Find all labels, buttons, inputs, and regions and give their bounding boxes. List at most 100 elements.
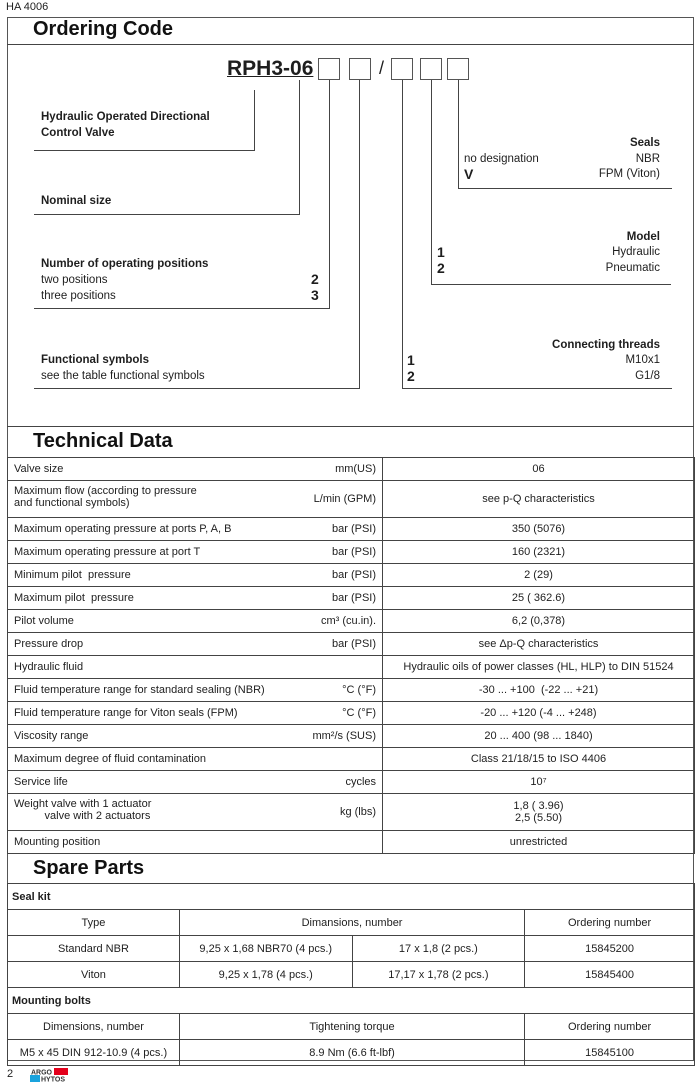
spec-label-cell: bar (PSI) Maximum operating pressure at p… [7,517,383,541]
spec-unit: L/min (GPM) [313,493,376,505]
spec-label: Fluid temperature range for Viton seals … [14,707,238,719]
cell: 17 x 1,8 (2 pcs.) [351,935,526,962]
spec-unit: cm³ (cu.in). [321,615,376,627]
option-code: no designation [464,153,539,165]
spec-label: Maximum pilot pressure [14,592,134,604]
code-box-operating-positions [318,58,340,80]
functional-symbols-note: see the table functional symbols [41,370,205,382]
seal-kit-heading: Seal kit [7,883,695,910]
valve-type-label: Control Valve [41,127,115,139]
connector-line [458,188,672,189]
spec-label: Maximum operating pressure at port T [14,546,201,558]
spec-unit: bar (PSI) [331,638,376,650]
option-label: NBR [635,153,660,165]
cell: M5 x 45 DIN 912-10.9 (4 pcs.) [7,1039,180,1066]
option-code: 2 [437,260,445,276]
spec-label: Fluid temperature range for standard sea… [14,684,265,696]
svg-text:HYTOS: HYTOS [41,1077,65,1083]
connector-line [254,90,255,150]
table-row: Standard NBR 9,25 x 1,68 NBR70 (4 pcs.) … [7,935,695,962]
model-label: Model [626,231,660,243]
table-row: kg (lbs) Weight valve with 1 actuator val… [7,793,695,831]
technical-data-table: mm(US) Valve size 06 L/min (GPM) Maximum flo… [7,457,695,854]
spec-value: -30 ... +100 (-22 ... +21) [382,678,695,702]
table-row: Maximum degree of fluid contamination Cla… [7,747,695,771]
option-label: FPM (Viton) [598,168,660,180]
spare-parts-title: Spare Parts [33,857,145,879]
option-code: 1 [437,244,445,260]
spec-label-cell: Hydraulic fluid [7,655,383,679]
option-label: Pneumatic [605,262,660,274]
spec-label: Minimum pilot pressure [14,569,131,581]
table-row: Hydraulic fluid Hydraulic oils of power c… [7,655,695,679]
table-row: bar (PSI) Minimum pilot pressure 2 (29) [7,563,695,587]
column-header: Type [7,909,180,936]
spec-unit: °C (°F) [342,707,376,719]
option-label: three positions [41,290,116,302]
column-header: Dimensions, number [7,1013,180,1040]
valve-type-label: Hydraulic Operated Directional [41,111,210,123]
spec-unit: cycles [345,776,376,788]
code-box-model [420,58,442,80]
option-code: 1 [407,352,415,368]
spec-unit: bar (PSI) [331,523,376,535]
connector-line [34,308,330,309]
spec-value: 10⁷ [382,770,695,794]
connector-line [299,80,300,214]
operating-positions-label: Number of operating positions [41,258,209,270]
seal-kit-table: Seal kit Type Dimansions, number Orderin… [7,883,695,1066]
option-label: two positions [41,274,108,286]
code-separator: / [379,58,385,78]
table-row: cycles Service life 10⁷ [7,770,695,794]
code-box-threads [391,58,413,80]
option-label: Hydraulic [612,246,660,258]
table-row: bar (PSI) Maximum pilot pressure 25 ( 362.… [7,586,695,610]
spec-label: Mounting position [14,836,101,848]
connector-line [34,214,300,215]
cell: 15845200 [524,935,695,962]
spec-value: 25 ( 362.6) [382,586,695,610]
spec-label-cell: bar (PSI) Pressure drop [7,632,383,656]
cell: 9,25 x 1,78 (4 pcs.) [178,961,353,988]
spec-unit: bar (PSI) [331,569,376,581]
ordering-code-title: Ordering Code [33,18,174,40]
connector-line [359,80,360,389]
connector-line [34,388,360,389]
table-row: Mounting position unrestricted [7,830,695,854]
cell: 17,17 x 1,78 (2 pcs.) [351,961,526,988]
spec-label: Maximum flow (according to pressure and … [14,485,197,509]
connector-line [458,80,459,188]
spec-label: Weight valve with 1 actuator valve with … [14,798,152,822]
spec-label-cell: mm²/s (SUS) Viscosity range [7,724,383,748]
spec-label-cell: cm³ (cu.in). Pilot volume [7,609,383,633]
spec-label-cell: L/min (GPM) Maximum flow (according to pr… [7,480,383,518]
column-header: Dimansions, number [178,909,526,936]
connector-line [431,80,432,284]
spec-unit: mm²/s (SUS) [312,730,376,742]
spec-label-cell: °C (°F) Fluid temperature range for stand… [7,678,383,702]
table-row: M5 x 45 DIN 912-10.9 (4 pcs.) 8.9 Nm (6.… [7,1039,695,1066]
table-row: cm³ (cu.in). Pilot volume 6,2 (0,378) [7,609,695,633]
table-row: bar (PSI) Pressure drop see Δp-Q character… [7,632,695,656]
spec-unit: bar (PSI) [331,592,376,604]
spec-label: Valve size [14,463,64,475]
spec-value: -20 ... +120 (-4 ... +248) [382,701,695,725]
cell: 15845400 [524,961,695,988]
cell: Standard NBR [7,935,180,962]
table-row: mm(US) Valve size 06 [7,457,695,481]
option-code: 3 [311,287,319,303]
spec-value: see Δp-Q characteristics [382,632,695,656]
spec-value: 160 (2321) [382,540,695,564]
divider [7,426,694,427]
spec-value: 2 (29) [382,563,695,587]
spec-label: Maximum degree of fluid contamination [14,753,206,765]
mounting-bolts-heading: Mounting bolts [7,987,695,1014]
spec-unit: mm(US) [335,463,376,475]
spec-label: Hydraulic fluid [14,661,84,673]
threads-label: Connecting threads [552,339,660,351]
spec-label-cell: bar (PSI) Maximum operating pressure at p… [7,540,383,564]
spec-label-cell: bar (PSI) Minimum pilot pressure [7,563,383,587]
table-row: °C (°F) Fluid temperature range for stand… [7,678,695,702]
cell: 9,25 x 1,68 NBR70 (4 pcs.) [178,935,353,962]
spec-label-cell: cycles Service life [7,770,383,794]
